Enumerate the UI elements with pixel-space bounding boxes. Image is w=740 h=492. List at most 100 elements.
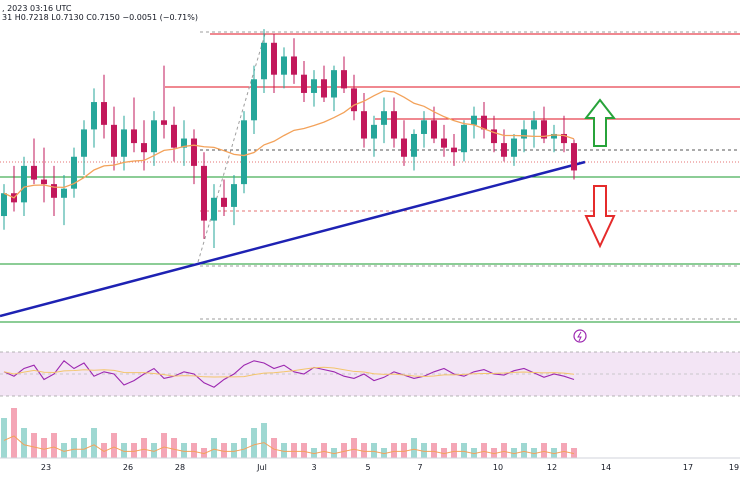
candle-body	[241, 120, 247, 185]
candle-body	[341, 70, 347, 89]
x-tick-label: 3	[311, 463, 316, 472]
volume-bar	[411, 438, 417, 458]
candle-body	[541, 120, 547, 139]
volume-bar	[561, 443, 567, 458]
volume-bar	[551, 448, 557, 458]
volume-bar	[151, 443, 157, 458]
candle-body	[441, 138, 447, 148]
volume-bar	[131, 443, 137, 458]
candle-body	[461, 124, 467, 153]
candle-body	[291, 56, 297, 75]
candle-body	[511, 138, 517, 157]
x-tick-label: 12	[547, 463, 557, 472]
rsi-signal-line	[3, 366, 575, 378]
volume-bar	[391, 443, 397, 458]
candle-body	[571, 143, 577, 171]
rsi-line	[3, 360, 575, 388]
candle-body	[201, 165, 207, 221]
candle-body	[321, 79, 327, 98]
candle-body	[431, 120, 437, 139]
volume-bar	[311, 448, 317, 458]
candle-body	[491, 129, 497, 144]
volume-bar	[121, 443, 127, 458]
x-tick-label: 23	[41, 463, 51, 472]
lightning-glyph	[577, 331, 582, 342]
volume-bar	[291, 443, 297, 458]
volume-bar	[21, 428, 27, 458]
candle-body	[41, 179, 47, 185]
candle-body	[191, 138, 197, 166]
volume-bar	[341, 443, 347, 458]
rsi-band	[0, 352, 740, 396]
candle-body	[51, 184, 57, 198]
x-tick-label: 10	[493, 463, 503, 472]
volume-bar	[461, 443, 467, 458]
volume-bar	[571, 448, 577, 458]
volume-bar	[381, 448, 387, 458]
volume-bar	[51, 433, 57, 458]
datetime-text: , 2023 03:16 UTC	[2, 4, 72, 13]
volume-bar	[491, 448, 497, 458]
volume-ma-line	[3, 435, 575, 455]
candle-body	[1, 193, 7, 217]
candle-body	[561, 133, 567, 144]
candle-body	[481, 115, 487, 130]
x-tick-label: 17	[683, 463, 693, 472]
volume-bar	[141, 438, 147, 458]
candle-body	[251, 79, 257, 121]
moving-average-line	[3, 90, 575, 199]
candle-body	[71, 156, 77, 189]
volume-bar	[101, 443, 107, 458]
candle-body	[381, 111, 387, 125]
volume-bar	[431, 443, 437, 458]
volume-bar	[241, 438, 247, 458]
candle-body	[181, 138, 187, 148]
candle-body	[411, 133, 417, 157]
volume-bar	[441, 448, 447, 458]
volume-bar	[41, 438, 47, 458]
down-arrow	[584, 185, 616, 249]
candle-body	[451, 147, 457, 153]
x-tick-label: 26	[123, 463, 133, 472]
volume-bar	[11, 408, 17, 458]
candle-body	[421, 120, 427, 134]
volume-bar	[231, 443, 237, 458]
volume-bar	[91, 428, 97, 458]
volume-bar	[351, 438, 357, 458]
candle-body	[501, 143, 507, 157]
candle-body	[81, 129, 87, 157]
candle-body	[391, 111, 397, 139]
volume-bar	[281, 443, 287, 458]
candle-body	[271, 42, 277, 75]
candle-body	[111, 124, 117, 157]
x-tick-label: Jul	[256, 463, 267, 472]
candle-body	[471, 115, 477, 125]
volume-bar	[451, 443, 457, 458]
candle-body	[91, 102, 97, 130]
candle-body	[261, 42, 267, 80]
candle-body	[401, 138, 407, 157]
candle-body	[231, 184, 237, 207]
x-tick-label: 19	[729, 463, 739, 472]
candle-body	[151, 120, 157, 153]
candle-body	[521, 129, 527, 139]
candle-body	[361, 111, 367, 139]
candle-body	[221, 197, 227, 207]
ohlc-readout: , 2023 03:16 UTC 31 H0.7218 L0.7130 C0.7…	[2, 4, 198, 22]
candle-body	[351, 88, 357, 112]
candle-body	[531, 120, 537, 130]
lightning-icon	[573, 329, 587, 343]
volume-bar	[271, 438, 277, 458]
volume-bar	[111, 433, 117, 458]
volume-bar	[181, 443, 187, 458]
volume-bar	[521, 443, 527, 458]
volume-bar	[81, 438, 87, 458]
candle-body	[121, 129, 127, 157]
volume-bar	[211, 438, 217, 458]
volume-bar	[541, 443, 547, 458]
volume-bar	[171, 438, 177, 458]
volume-bar	[261, 423, 267, 458]
candle-body	[21, 165, 27, 203]
volume-bar	[501, 443, 507, 458]
